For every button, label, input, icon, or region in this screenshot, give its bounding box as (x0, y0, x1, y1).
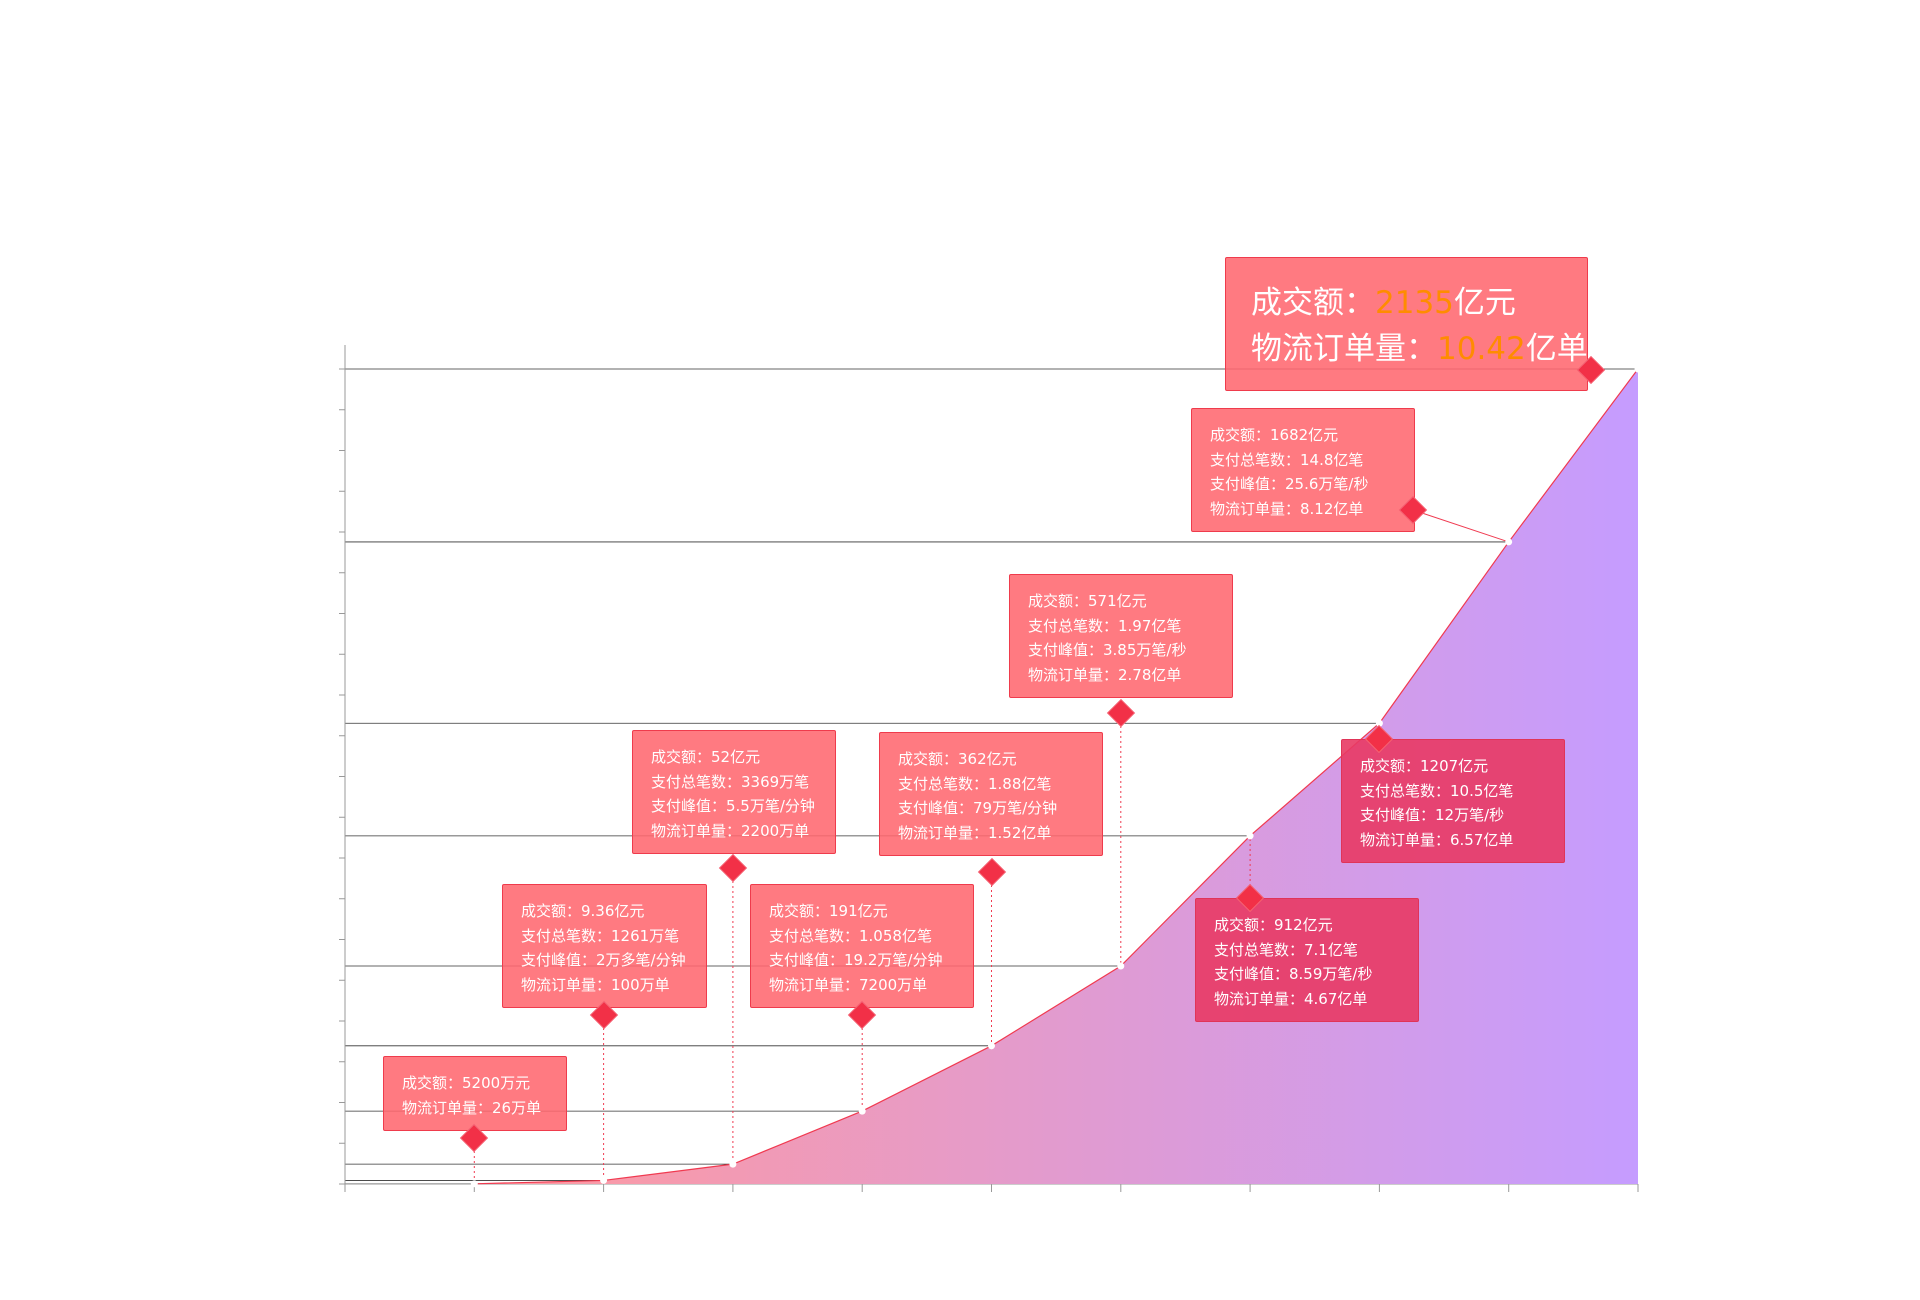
annotation-line: 成交额：1682亿元 (1210, 426, 1339, 444)
annotation-line: 支付峰值：79万笔/分钟 (898, 799, 1058, 817)
series-line (474, 368, 1639, 1185)
annotation-callout: 成交额：571亿元支付总笔数：1.97亿笔 支付峰值：3.85万笔/秒 物流订单量：… (1009, 574, 1233, 698)
annotation-line: 支付总笔数：10.5亿笔 (1360, 781, 1514, 800)
drop-line (1412, 509, 1509, 543)
annotation-callout: 成交额：191亿元支付总笔数：1.058亿笔 支付峰值：19.2万笔/分钟 物流订单… (750, 884, 974, 1008)
annotation-line: 支付总笔数：7.1亿笔 (1214, 940, 1358, 959)
annotation-highlight-value: 2135 (1375, 285, 1454, 321)
data-point (988, 1042, 995, 1050)
annotation-line: 成交额：362亿元 (898, 750, 1017, 768)
annotation-line: 物流订单量：8.12亿单 (1210, 499, 1364, 518)
annotation-line: 物流订单量：26万单 (402, 1098, 542, 1117)
annotation-line: 支付总笔数：1261万笔 (521, 926, 680, 945)
annotation-line: 成交额：571亿元 (1028, 592, 1147, 610)
annotation-line: 物流订单量：1.52亿单 (898, 823, 1052, 842)
annotation-callout: 成交额：1207亿元支付总笔数：10.5亿笔 支付峰值：12万笔/秒 物流订单量：6… (1341, 739, 1565, 863)
annotation-line: 物流订单量：2200万单 (651, 821, 810, 840)
annotation-callout: 成交额：362亿元支付总笔数：1.88亿笔 支付峰值：79万笔/分钟 物流订单量：1… (879, 732, 1103, 856)
annotation-line: 支付峰值：19.2万笔/分钟 (769, 951, 943, 969)
annotation-line: 物流订单量：100万单 (521, 975, 670, 994)
annotation-callout: 成交额：52亿元支付总笔数：3369万笔 支付峰值：5.5万笔/分钟 物流订单量：2… (632, 730, 836, 854)
annotation-line: 物流订单量：2.78亿单 (1028, 665, 1182, 684)
annotation-highlight-value: 10.42 (1437, 331, 1526, 367)
annotation-line: 成交额：5200万元 (402, 1074, 531, 1092)
data-point (1505, 538, 1513, 546)
data-point (1117, 962, 1125, 970)
annotation-unit: 亿元 (1453, 285, 1516, 321)
annotation-callout: 成交额：9.36亿元支付总笔数：1261万笔 支付峰值：2万多笔/分钟 物流订单量：… (502, 884, 707, 1008)
data-point (729, 1160, 737, 1168)
data-point (600, 1176, 608, 1184)
annotation-line: 支付总笔数：1.058亿笔 (769, 926, 932, 945)
annotation-line: 支付峰值：25.6万笔/秒 (1210, 475, 1369, 493)
annotation-callout: 成交额：912亿元支付总笔数：7.1亿笔 支付峰值：8.59万笔/秒 物流订单量：4… (1195, 898, 1419, 1022)
annotation-line: 支付峰值：12万笔/秒 (1360, 806, 1505, 824)
annotation-line: 成交额：912亿元 (1214, 916, 1333, 934)
annotation-unit: 亿单 (1525, 331, 1588, 367)
data-point (858, 1107, 866, 1115)
annotation-line: 支付峰值：2万多笔/分钟 (521, 951, 686, 969)
annotation-line: 成交额：2135亿元 (1251, 280, 1569, 326)
annotation-line: 物流订单量：4.67亿单 (1214, 989, 1368, 1008)
annotation-line: 支付总笔数：1.97亿笔 (1028, 616, 1182, 635)
annotation-line: 成交额：191亿元 (769, 902, 888, 920)
annotation-line: 支付峰值：3.85万笔/秒 (1028, 641, 1187, 659)
annotation-line: 支付总笔数：1.88亿笔 (898, 774, 1052, 793)
annotation-label: 成交额： (1251, 285, 1375, 321)
annotation-callout: 成交额：5200万元 物流订单量：26万单 (383, 1056, 567, 1131)
annotation-callout: 成交额：2135亿元 物流订单量：10.42亿单 (1225, 257, 1588, 391)
annotation-line: 物流订单量：7200万单 (769, 975, 928, 994)
annotation-line: 支付峰值：8.59万笔/秒 (1214, 965, 1373, 983)
data-points (470, 365, 1642, 1188)
annotation-line: 物流订单量：10.42亿单 (1251, 326, 1588, 372)
annotation-line: 物流订单量：6.57亿单 (1360, 830, 1514, 849)
annotation-callout: 成交额：1682亿元支付总笔数：14.8亿笔 支付峰值：25.6万笔/秒 物流订单量… (1191, 408, 1415, 532)
data-point (1246, 832, 1254, 840)
annotation-label: 物流订单量： (1251, 331, 1437, 367)
annotation-line: 支付总笔数：14.8亿笔 (1210, 450, 1364, 469)
annotation-line: 成交额：52亿元 (651, 748, 761, 766)
annotation-line: 成交额：9.36亿元 (521, 902, 645, 920)
data-point (1634, 365, 1642, 373)
data-point (470, 1180, 478, 1188)
annotation-line: 支付总笔数：3369万笔 (651, 772, 810, 791)
annotation-line: 支付峰值：5.5万笔/分钟 (651, 797, 815, 815)
annotation-line: 成交额：1207亿元 (1360, 757, 1489, 775)
